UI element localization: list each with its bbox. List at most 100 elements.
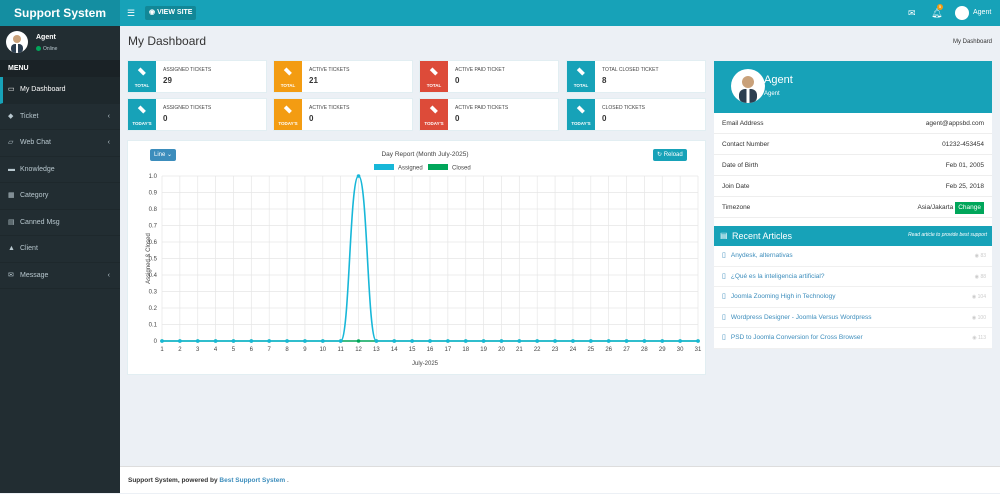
- ticket-icon: ▮: [282, 65, 294, 78]
- legend-swatch: [374, 164, 394, 170]
- profile-row-label: Date of Birth: [722, 162, 759, 169]
- brand-logo[interactable]: Support System: [0, 0, 120, 26]
- sidebar-item-client[interactable]: ▲ Client: [0, 236, 120, 263]
- data-point: [195, 339, 200, 343]
- article-item[interactable]: ▯ PSD to Joomla Conversion for Cross Brow…: [714, 328, 992, 349]
- stat-caption: TOTAL: [573, 83, 589, 88]
- document-icon: ▯: [722, 252, 726, 259]
- profile-row: Join Date Feb 25, 2018: [714, 176, 992, 197]
- envelope-icon[interactable]: ✉: [908, 8, 916, 18]
- sidebar-user-name: Agent: [36, 34, 56, 41]
- data-point: [338, 339, 343, 343]
- chevron-left-icon: ‹: [107, 112, 110, 120]
- stat-card[interactable]: ▮ TOTAL ASSIGNED TICKETS 29: [128, 61, 266, 92]
- chart-type-select[interactable]: Line ⌄: [150, 149, 177, 161]
- stat-caption: TOTAL: [280, 83, 296, 88]
- ticket-icon: ▮: [136, 65, 148, 78]
- x-tick-label: 27: [623, 347, 630, 353]
- x-tick-label: 15: [409, 347, 416, 353]
- user-menu-name[interactable]: Agent: [973, 9, 992, 16]
- bell-icon[interactable]: 🔔︎: [931, 8, 943, 18]
- stat-value: 8: [602, 76, 607, 85]
- stat-value: 29: [163, 76, 172, 85]
- sidebar-item-message[interactable]: ✉ Message ‹: [0, 263, 120, 289]
- series-line-assigned: [162, 175, 698, 342]
- message-icon: ✉: [8, 271, 14, 279]
- sidebar-item-label: Ticket: [20, 112, 39, 120]
- data-point: [589, 339, 593, 343]
- stat-icon-box: ▮ TODAY'S: [567, 99, 595, 130]
- profile-avatar: [731, 69, 765, 103]
- data-point: [249, 339, 254, 343]
- sidebar-item-web-chat[interactable]: ▱ Web Chat ‹: [0, 130, 120, 157]
- sidebar-item-label: Web Chat: [20, 139, 51, 146]
- view-site-button[interactable]: ◉ VIEW SITE: [145, 6, 197, 20]
- article-item[interactable]: ▯ Joomla Zooming High in Technology ◉ 104: [714, 287, 992, 308]
- footer-link[interactable]: Best Support System: [219, 477, 286, 484]
- data-point: [356, 174, 361, 178]
- ticket-icon: ▮: [136, 103, 148, 116]
- data-point: [571, 339, 575, 343]
- stat-card[interactable]: ▮ TOTAL TOTAL CLOSED TICKET 8: [567, 61, 705, 92]
- y-tick-label: 0.6: [149, 240, 158, 246]
- x-tick-label: 2: [178, 347, 182, 353]
- profile-row-value: agent@appsbd.com: [925, 120, 984, 127]
- article-title[interactable]: PSD to Joomla Conversion for Cross Brows…: [730, 334, 863, 341]
- sidebar-item-knowledge[interactable]: ▬ Knowledge: [0, 157, 120, 183]
- data-point: [517, 339, 522, 343]
- x-axis-label: July-2025: [412, 361, 439, 367]
- data-point: [624, 339, 629, 343]
- data-point: [428, 339, 432, 343]
- eye-icon: ◉: [974, 253, 981, 259]
- stat-card[interactable]: ▮ TODAY'S ASSIGNED TICKETS 0: [128, 99, 266, 130]
- profile-name: Agent: [764, 74, 793, 86]
- dashboard-icon: ▭: [8, 86, 15, 93]
- top-navbar: Support System ☰ ◉ VIEW SITE ✉ 🔔︎ 5 Agen…: [0, 0, 1000, 26]
- change-timezone-button[interactable]: Change: [955, 202, 984, 214]
- hamburger-menu-icon[interactable]: ☰: [127, 8, 136, 18]
- reload-button[interactable]: ↻ Reload: [653, 149, 687, 161]
- breadcrumb[interactable]: My Dashboard: [952, 39, 992, 45]
- x-tick-label: 17: [445, 347, 452, 353]
- article-title[interactable]: Anydesk, alternativas: [730, 252, 793, 259]
- footer: Support System, powered by Best Support …: [120, 466, 1000, 493]
- article-title[interactable]: ¿Qué es la inteligencia artificial?: [730, 272, 825, 280]
- stat-card[interactable]: ▮ TOTAL ACTIVE TICKETS 21: [274, 61, 412, 92]
- x-tick-label: 6: [250, 347, 254, 353]
- article-title[interactable]: Joomla Zooming High in Technology: [730, 293, 836, 300]
- article-item[interactable]: ▯ ¿Qué es la inteligencia artificial? ◉ 88: [714, 267, 992, 287]
- ticket-icon: ▮: [282, 103, 294, 116]
- stat-card[interactable]: ▮ TOTAL ACTIVE PAID TICKET 0: [420, 61, 558, 92]
- stat-value: 0: [602, 114, 607, 123]
- x-tick-label: 9: [303, 347, 307, 353]
- x-tick-label: 24: [570, 347, 577, 353]
- stat-label: ASSIGNED TICKETS: [163, 67, 212, 73]
- data-point: [606, 339, 611, 343]
- y-tick-label: 0.3: [149, 290, 158, 296]
- articles-title: Recent Articles: [732, 231, 793, 241]
- stat-card[interactable]: ▮ TODAY'S ACTIVE TICKETS 0: [274, 99, 412, 130]
- stat-icon-box: ▮ TOTAL: [567, 61, 595, 92]
- article-title[interactable]: Wordpress Designer - Joomla Versus Wordp…: [730, 313, 872, 321]
- stat-card[interactable]: ▮ TODAY'S ACTIVE PAID TICKETS 0: [420, 99, 558, 130]
- sidebar-item-my-dashboard[interactable]: ▭ My Dashboard: [0, 77, 120, 104]
- sidebar-nav: ▭ My Dashboard ◆ Ticket ‹ ▱ Web Chat ‹ ▬ Knowledg…: [0, 77, 120, 289]
- article-item[interactable]: ▯ Wordpress Designer - Joomla Versus Word…: [714, 308, 992, 328]
- stat-card[interactable]: ▮ TODAY'S CLOSED TICKETS 0: [567, 99, 705, 130]
- x-tick-label: 13: [373, 347, 380, 353]
- data-point: [285, 339, 289, 343]
- footer-text: Support System, powered by: [128, 477, 218, 484]
- user-avatar[interactable]: [955, 6, 969, 20]
- article-item[interactable]: ▯ Anydesk, alternativas ◉ 83: [714, 246, 992, 267]
- profile-row-value: 01232-453454: [942, 141, 984, 148]
- ticket-icon: ▮: [575, 65, 587, 78]
- sidebar-item-category[interactable]: ▦ Category: [0, 183, 120, 210]
- sidebar-item-canned-msg[interactable]: ▤ Canned Msg: [0, 210, 120, 236]
- stat-caption: TOTAL: [426, 83, 442, 88]
- profile-row-label: Timezone: [722, 204, 751, 211]
- sidebar-item-ticket[interactable]: ◆ Ticket ‹: [0, 104, 120, 130]
- x-tick-label: 5: [232, 347, 236, 353]
- chevron-down-icon: ⌄: [167, 152, 173, 158]
- x-tick-label: 19: [480, 347, 487, 353]
- document-icon: ▯: [722, 272, 726, 280]
